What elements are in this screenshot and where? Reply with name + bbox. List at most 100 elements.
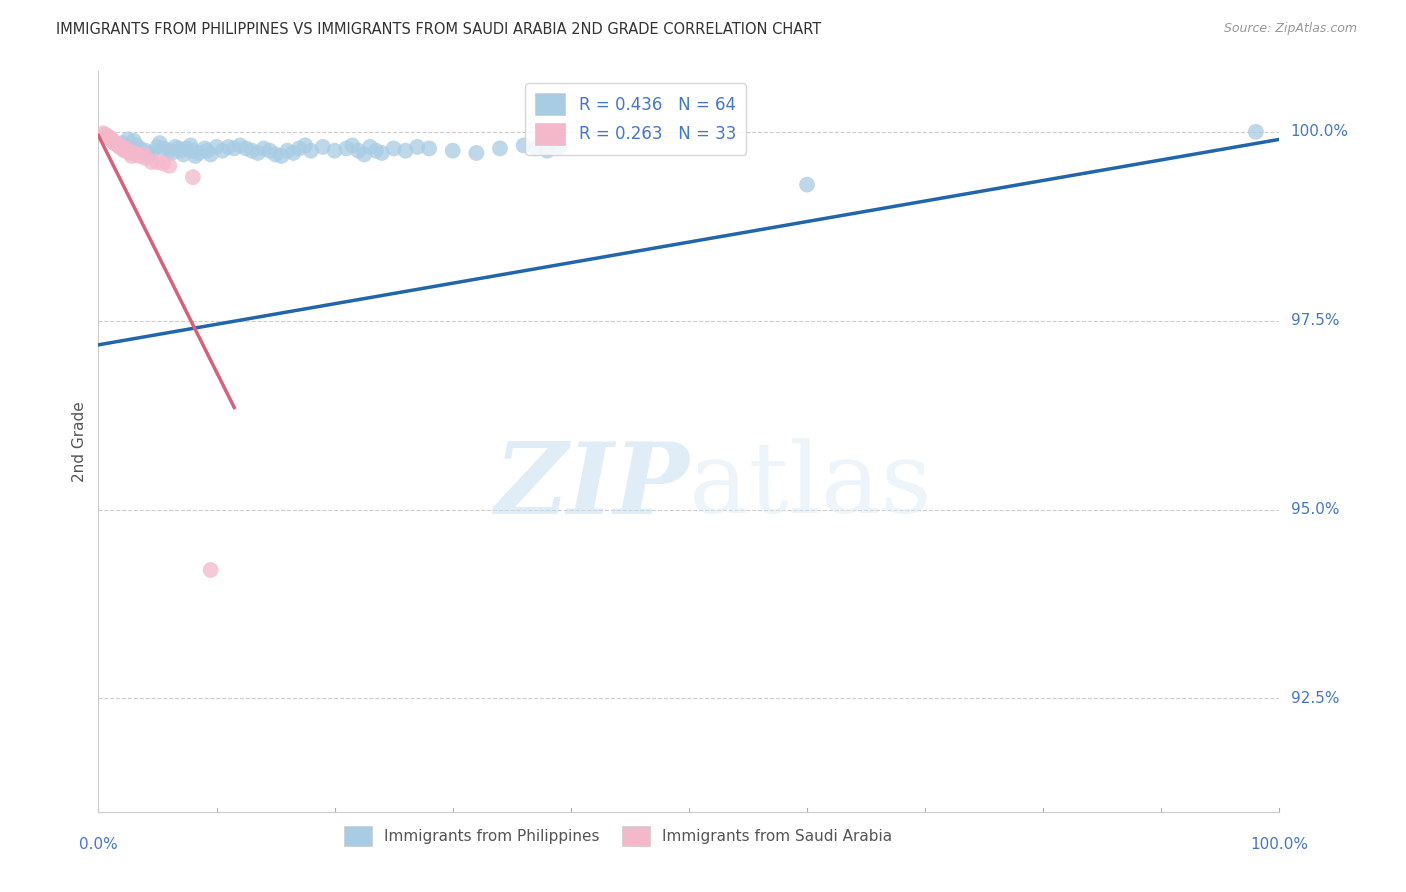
Point: [323, 144, 346, 158]
Point: [187, 145, 209, 160]
Point: [104, 136, 127, 150]
Point: [235, 141, 257, 155]
Point: [512, 138, 534, 153]
Point: [406, 140, 429, 154]
Point: [112, 141, 135, 155]
Point: [146, 155, 169, 169]
Point: [120, 145, 142, 160]
Point: [114, 141, 136, 155]
Point: [264, 147, 287, 161]
Point: [335, 141, 357, 155]
Point: [91, 126, 114, 140]
Text: 95.0%: 95.0%: [1291, 502, 1339, 517]
Point: [217, 140, 239, 154]
Text: IMMIGRANTS FROM PHILIPPINES VS IMMIGRANTS FROM SAUDI ARABIA 2ND GRADE CORRELATIO: IMMIGRANTS FROM PHILIPPINES VS IMMIGRANT…: [56, 22, 821, 37]
Point: [122, 134, 145, 148]
Point: [112, 144, 135, 158]
Point: [103, 136, 125, 150]
Text: 97.5%: 97.5%: [1291, 313, 1339, 328]
Point: [122, 145, 145, 160]
Point: [110, 141, 132, 155]
Point: [270, 149, 292, 163]
Point: [211, 144, 233, 158]
Point: [170, 144, 193, 158]
Point: [200, 563, 222, 577]
Point: [101, 134, 124, 148]
Point: [294, 138, 316, 153]
Point: [141, 155, 163, 169]
Text: Source: ZipAtlas.com: Source: ZipAtlas.com: [1223, 22, 1357, 36]
Point: [105, 137, 128, 152]
Point: [132, 147, 155, 161]
Point: [1244, 125, 1267, 139]
Point: [382, 141, 405, 155]
Point: [288, 141, 311, 155]
Point: [111, 136, 134, 150]
Point: [107, 138, 129, 153]
Point: [184, 149, 207, 163]
Point: [146, 140, 169, 154]
Point: [160, 145, 183, 160]
Point: [524, 141, 547, 155]
Y-axis label: 2nd Grade: 2nd Grade: [72, 401, 87, 482]
Point: [548, 140, 571, 154]
Point: [108, 140, 131, 154]
Point: [172, 147, 194, 161]
Legend: Immigrants from Philippines, Immigrants from Saudi Arabia: Immigrants from Philippines, Immigrants …: [337, 821, 898, 852]
Point: [100, 132, 122, 146]
Point: [167, 141, 190, 155]
Text: 92.5%: 92.5%: [1291, 691, 1339, 706]
Point: [180, 138, 202, 153]
Point: [115, 144, 138, 158]
Point: [364, 144, 387, 158]
Point: [94, 128, 117, 142]
Point: [117, 132, 139, 146]
Point: [536, 144, 558, 158]
Point: [276, 144, 298, 158]
Point: [283, 145, 305, 160]
Point: [152, 156, 174, 170]
Point: [157, 144, 180, 158]
Point: [489, 141, 512, 155]
Point: [347, 144, 370, 158]
Point: [465, 145, 488, 160]
Point: [135, 144, 157, 158]
Point: [796, 178, 818, 192]
Point: [224, 141, 246, 155]
Text: atlas: atlas: [689, 438, 932, 533]
Point: [181, 170, 204, 185]
Point: [394, 144, 416, 158]
Point: [128, 141, 150, 155]
Point: [176, 141, 198, 155]
Point: [117, 145, 139, 159]
Point: [136, 147, 159, 161]
Point: [105, 136, 128, 151]
Text: 0.0%: 0.0%: [79, 837, 118, 852]
Point: [194, 141, 217, 155]
Point: [181, 144, 204, 158]
Point: [149, 136, 172, 150]
Text: 100.0%: 100.0%: [1250, 837, 1309, 852]
Point: [200, 147, 222, 161]
Point: [359, 140, 381, 154]
Point: [141, 145, 163, 160]
Point: [240, 144, 263, 158]
Point: [259, 144, 281, 158]
Point: [152, 141, 174, 155]
Point: [353, 147, 375, 161]
Point: [135, 151, 157, 165]
Point: [125, 138, 148, 153]
Point: [97, 129, 120, 144]
Point: [246, 145, 269, 160]
Point: [342, 138, 364, 153]
Point: [98, 131, 121, 145]
Point: [441, 144, 464, 158]
Text: ZIP: ZIP: [494, 438, 689, 534]
Point: [128, 149, 150, 163]
Point: [371, 145, 394, 160]
Point: [157, 159, 180, 173]
Point: [165, 140, 187, 154]
Point: [195, 144, 218, 158]
Point: [418, 141, 440, 155]
Point: [205, 140, 228, 154]
